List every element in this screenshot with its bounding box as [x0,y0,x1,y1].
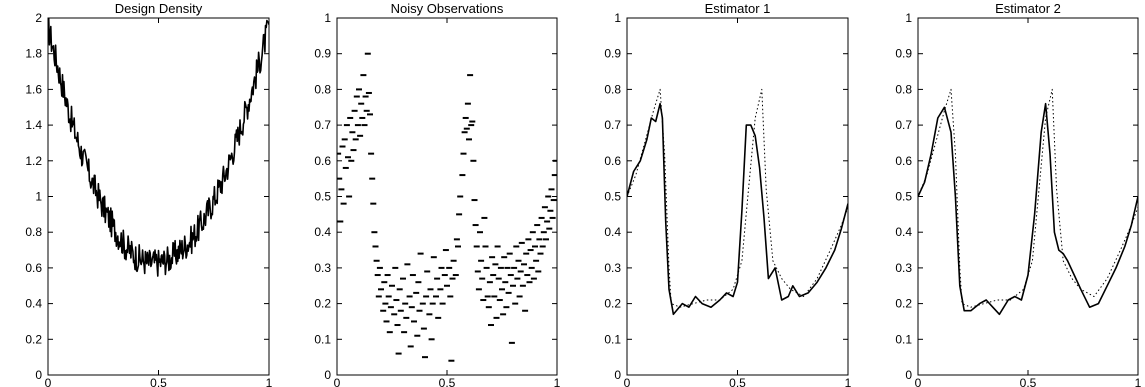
x-tick-label: 0 [45,376,52,387]
y-tick-label: 1.8 [25,47,42,61]
x-tick-label: 1 [1135,376,1142,387]
y-tick-label: 0.5 [604,190,621,204]
x-tick-label: 0.5 [439,376,456,387]
chart-title: Design Density [115,1,203,16]
x-tick-label: 0 [915,376,922,387]
x-tick-label: 1 [845,376,852,387]
y-tick-label: 0 [35,368,42,382]
y-tick-label: 0.2 [314,297,331,311]
y-tick-label: 0.4 [604,225,621,239]
y-tick-label: 0.8 [895,82,912,96]
y-tick-label: 0.4 [314,225,331,239]
y-tick-label: 0.6 [895,154,912,168]
y-tick-label: 0.2 [895,297,912,311]
y-tick-label: 0.1 [314,332,331,346]
y-tick-label: 0 [905,368,912,382]
panel-1: Design Density 0 0.2 0.4 0.6 0.8 1 1.2 1.4 1.6 1.8… [25,1,272,387]
y-tick-label: 0.1 [895,332,912,346]
estimate-line [627,102,848,316]
x-tick-label: 0 [624,376,631,387]
y-tick-label: 0 [614,368,621,382]
y-tick-label: 0.6 [25,261,42,275]
y-tick-label: 1.6 [25,82,42,96]
y-tick-label: 0.4 [25,297,42,311]
y-tick-label: 0.3 [604,261,621,275]
y-tick-label: 0 [324,368,331,382]
axes-box [336,17,558,376]
y-tick-label: 1.4 [25,118,42,132]
y-tick-label: 0.2 [604,297,621,311]
y-tick-label: 0.9 [895,47,912,61]
y-tick-label: 0.1 [604,332,621,346]
plot-area [918,88,1138,316]
axes-box [47,17,270,376]
x-tick-label: 0.5 [150,376,167,387]
panel-2: Noisy Observations 0 0.1 0.2 0.3 0.4 0.5 0.6 0.7… [314,1,560,387]
plot-area [337,52,557,362]
axes-box [626,17,849,376]
y-tick-label: 0.4 [895,225,912,239]
y-tick-label: 1.2 [25,154,42,168]
y-tick-label: 2 [35,11,42,25]
chart-title: Noisy Observations [391,1,504,16]
y-tick-label: 0.5 [314,190,331,204]
y-tick-label: 1 [35,190,42,204]
chart-title: Estimator 2 [995,1,1061,16]
y-tick-label: 0.8 [314,82,331,96]
chart-title: Estimator 1 [705,1,771,16]
x-tick-label: 0.5 [1020,376,1037,387]
y-tick-label: 0.8 [25,225,42,239]
y-tick-label: 1 [614,11,621,25]
y-tick-label: 0.7 [895,118,912,132]
y-tick-label: 0.9 [314,47,331,61]
x-tick-label: 1 [266,376,273,387]
plot-area [627,88,848,316]
y-tick-label: 0.6 [314,154,331,168]
estimate-line [48,18,269,277]
panel-4: Estimator 2 0 0.1 0.2 0.3 0.4 0.5 0.6 0.7 0.8 0.9 1… [895,1,1141,387]
y-tick-label: 1 [905,11,912,25]
x-tick-label: 0 [334,376,341,387]
panel-3: Estimator 1 0 0.1 0.2 0.3 0.4 0.5 0.6 0.7 0.8 0.9 1… [604,1,851,387]
y-tick-label: 0.3 [895,261,912,275]
y-tick-label: 0.7 [604,118,621,132]
y-tick-label: 0.3 [314,261,331,275]
y-tick-label: 0.7 [314,118,331,132]
plot-area [48,18,269,277]
y-tick-label: 0.9 [604,47,621,61]
estimate-line [918,102,1138,316]
y-tick-label: 0.2 [25,332,42,346]
y-tick-label: 0.5 [895,190,912,204]
axes-box [917,17,1139,376]
x-tick-label: 1 [554,376,561,387]
y-tick-label: 1 [324,11,331,25]
y-tick-label: 0.6 [604,154,621,168]
y-tick-label: 0.8 [604,82,621,96]
x-tick-label: 0.5 [729,376,746,387]
